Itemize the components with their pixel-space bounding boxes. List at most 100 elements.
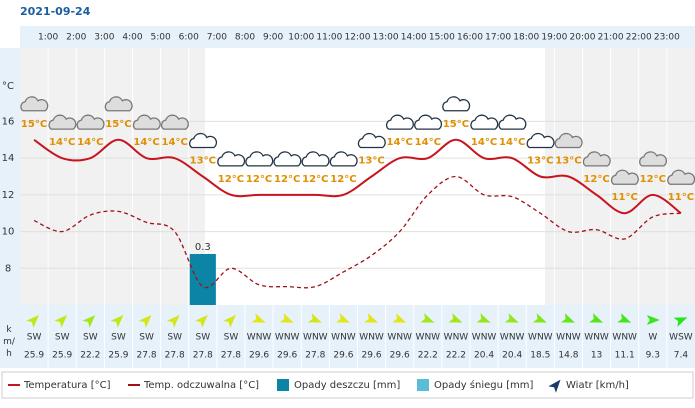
axis-band bbox=[0, 48, 20, 305]
hour-label: 8:00 bbox=[235, 33, 255, 43]
legend-box bbox=[1, 371, 694, 399]
wind-direction: WNW bbox=[331, 333, 356, 343]
temp-label: 12°C bbox=[246, 174, 272, 185]
legend-label: Wiatr [km/h] bbox=[566, 380, 629, 391]
cloud bbox=[470, 114, 499, 130]
temp-label: 14°C bbox=[499, 137, 525, 148]
temp-label: 14°C bbox=[77, 137, 103, 148]
legend-label: Opady śniegu [mm] bbox=[434, 379, 534, 391]
cloud bbox=[554, 132, 583, 149]
wind-direction: WNW bbox=[444, 333, 469, 343]
date: 2021-09-24 bbox=[20, 5, 91, 18]
temp-label: 12°C bbox=[274, 174, 300, 185]
cloud bbox=[76, 114, 105, 130]
wind-direction: SW bbox=[27, 333, 42, 343]
wind-arrow bbox=[476, 313, 491, 323]
hour-label: 16:00 bbox=[457, 33, 483, 43]
hour-label: 2:00 bbox=[66, 33, 86, 43]
weather-icon bbox=[526, 132, 555, 149]
temp-label: 15°C bbox=[105, 119, 131, 130]
wind-arrow bbox=[82, 315, 96, 328]
hour-label: 4:00 bbox=[122, 33, 142, 43]
wind-direction: WNW bbox=[303, 333, 328, 343]
wind-direction: SW bbox=[55, 333, 70, 343]
wind-direction: WNW bbox=[359, 333, 384, 343]
wind-arrow bbox=[223, 315, 236, 328]
wind-unit: km/h bbox=[3, 325, 15, 359]
cloud bbox=[245, 151, 274, 167]
cloud bbox=[357, 132, 386, 149]
wind-speed: 27.8 bbox=[165, 351, 185, 361]
wind-arrow bbox=[166, 315, 180, 328]
hour-label: 9:00 bbox=[263, 33, 283, 43]
wind-arrow bbox=[110, 315, 124, 328]
temp-label: 14°C bbox=[387, 137, 413, 148]
hour-label: 11:00 bbox=[316, 33, 342, 43]
temp-label: 15°C bbox=[443, 119, 469, 130]
y-tick-label: 16 bbox=[2, 116, 15, 127]
weather-icon bbox=[442, 96, 471, 112]
cloud bbox=[414, 114, 443, 130]
wind-speed: 11.1 bbox=[615, 351, 635, 361]
wind-speed: 29.6 bbox=[333, 351, 353, 361]
temp-label: 14°C bbox=[49, 137, 75, 148]
wind-direction: SW bbox=[83, 333, 98, 343]
hour-label: 19:00 bbox=[541, 33, 567, 43]
wind-speed: 25.9 bbox=[24, 351, 44, 361]
weather-icon bbox=[667, 169, 695, 185]
wind-speed: 22.2 bbox=[418, 351, 438, 361]
weather-icon bbox=[132, 114, 161, 130]
cloud bbox=[217, 151, 246, 167]
wind-speed: 13 bbox=[591, 351, 602, 361]
weather-icon bbox=[245, 151, 274, 167]
weather-icon bbox=[20, 96, 49, 112]
wind-arrow bbox=[138, 315, 152, 328]
hour-label: 15:00 bbox=[429, 33, 455, 43]
hour-label: 14:00 bbox=[401, 33, 427, 43]
wind-speed: 20.4 bbox=[474, 351, 494, 361]
weather-icon bbox=[104, 96, 133, 112]
wind-speed: 27.8 bbox=[221, 351, 241, 361]
wind-speed: 9.3 bbox=[646, 351, 660, 361]
hour-label: 17:00 bbox=[485, 33, 511, 43]
weather-icon bbox=[582, 151, 611, 167]
weather-icon bbox=[385, 114, 414, 130]
temp-label: 14°C bbox=[471, 137, 497, 148]
wind-arrow bbox=[195, 315, 208, 328]
series-line bbox=[33, 138, 682, 215]
weather-icon bbox=[301, 151, 330, 167]
wind-speed: 29.6 bbox=[390, 351, 410, 361]
cloud bbox=[301, 151, 330, 167]
cloud bbox=[385, 114, 414, 130]
cloud bbox=[104, 96, 133, 112]
wind-direction: SW bbox=[224, 333, 239, 343]
cloud bbox=[610, 169, 639, 185]
cloud bbox=[329, 151, 358, 167]
weather-icon bbox=[610, 169, 639, 185]
wind-speed: 29.6 bbox=[277, 351, 297, 361]
weather-icon bbox=[48, 114, 77, 130]
legend-swatch bbox=[277, 379, 289, 391]
wind-direction: WNW bbox=[500, 333, 525, 343]
y-unit: °C bbox=[2, 81, 14, 92]
wind-speed: 22.2 bbox=[446, 351, 466, 361]
temp-label: 13°C bbox=[190, 156, 216, 167]
wind-direction: WNW bbox=[275, 333, 300, 343]
wind-arrow bbox=[335, 313, 350, 323]
weather-icon bbox=[217, 151, 246, 167]
wind-arrow bbox=[504, 313, 519, 323]
y-tick-label: 10 bbox=[2, 227, 15, 238]
hour-label: 12:00 bbox=[345, 33, 371, 43]
temp-label: 13°C bbox=[527, 156, 553, 167]
wind-arrow bbox=[532, 313, 547, 323]
wind-speed: 25.9 bbox=[108, 351, 128, 361]
y-tick-label: 12 bbox=[2, 190, 15, 201]
wind-speed: 25.9 bbox=[52, 351, 72, 361]
weather-icon bbox=[76, 114, 105, 130]
wind-speed: 7.4 bbox=[674, 351, 689, 361]
legend-swatch bbox=[548, 379, 561, 393]
wind-speed: 27.8 bbox=[137, 351, 157, 361]
wind-speed: 29.6 bbox=[362, 351, 382, 361]
wind-speed: 14.8 bbox=[558, 351, 578, 361]
